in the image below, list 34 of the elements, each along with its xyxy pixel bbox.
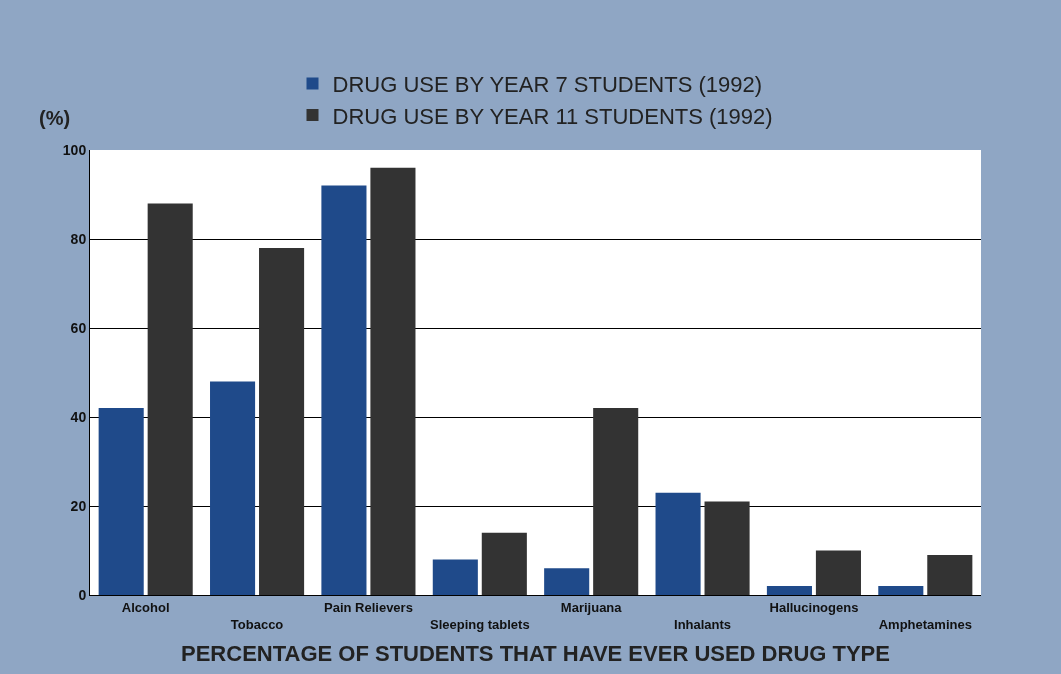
y-tick-label: 0 xyxy=(78,586,87,603)
x-tick-label: Hallucinogens xyxy=(769,599,859,615)
bar xyxy=(98,408,144,595)
x-tick-label: Pain Relievers xyxy=(323,599,413,615)
x-tick-label: Sleeping tablets xyxy=(429,616,530,632)
legend-label: DRUG USE BY YEAR 11 STUDENTS (1992) xyxy=(332,103,773,129)
x-tick-label: Amphetamines xyxy=(878,616,972,632)
y-tick-label: 40 xyxy=(70,408,87,425)
bar xyxy=(704,501,750,595)
x-tick-label: Tobacco xyxy=(230,616,284,632)
bar xyxy=(878,586,924,595)
bar xyxy=(815,550,861,595)
bar xyxy=(147,203,193,595)
bar xyxy=(481,532,527,595)
bar xyxy=(927,554,973,595)
y-tick-label: 60 xyxy=(70,319,87,336)
x-axis-title: PERCENTAGE OF STUDENTS THAT HAVE EVER USED DRUG TYPE xyxy=(181,641,890,667)
x-tick-label: Inhalants xyxy=(674,616,732,632)
bar xyxy=(210,381,256,595)
bar xyxy=(766,586,812,595)
x-tick-label: Alcohol xyxy=(121,599,170,615)
legend-label: DRUG USE BY YEAR 7 STUDENTS (1992) xyxy=(332,72,763,98)
y-tick-label: 20 xyxy=(70,497,87,514)
bar xyxy=(259,247,305,595)
bar xyxy=(321,185,367,595)
bar xyxy=(432,559,478,595)
y-tick-label: 100 xyxy=(62,141,87,158)
bar xyxy=(544,568,590,595)
bar xyxy=(655,492,701,595)
x-tick-label: Marijuana xyxy=(560,599,623,615)
bar xyxy=(370,167,416,595)
y-axis-title: (%) xyxy=(39,107,71,129)
bar xyxy=(593,408,639,595)
y-tick-label: 80 xyxy=(70,230,87,247)
